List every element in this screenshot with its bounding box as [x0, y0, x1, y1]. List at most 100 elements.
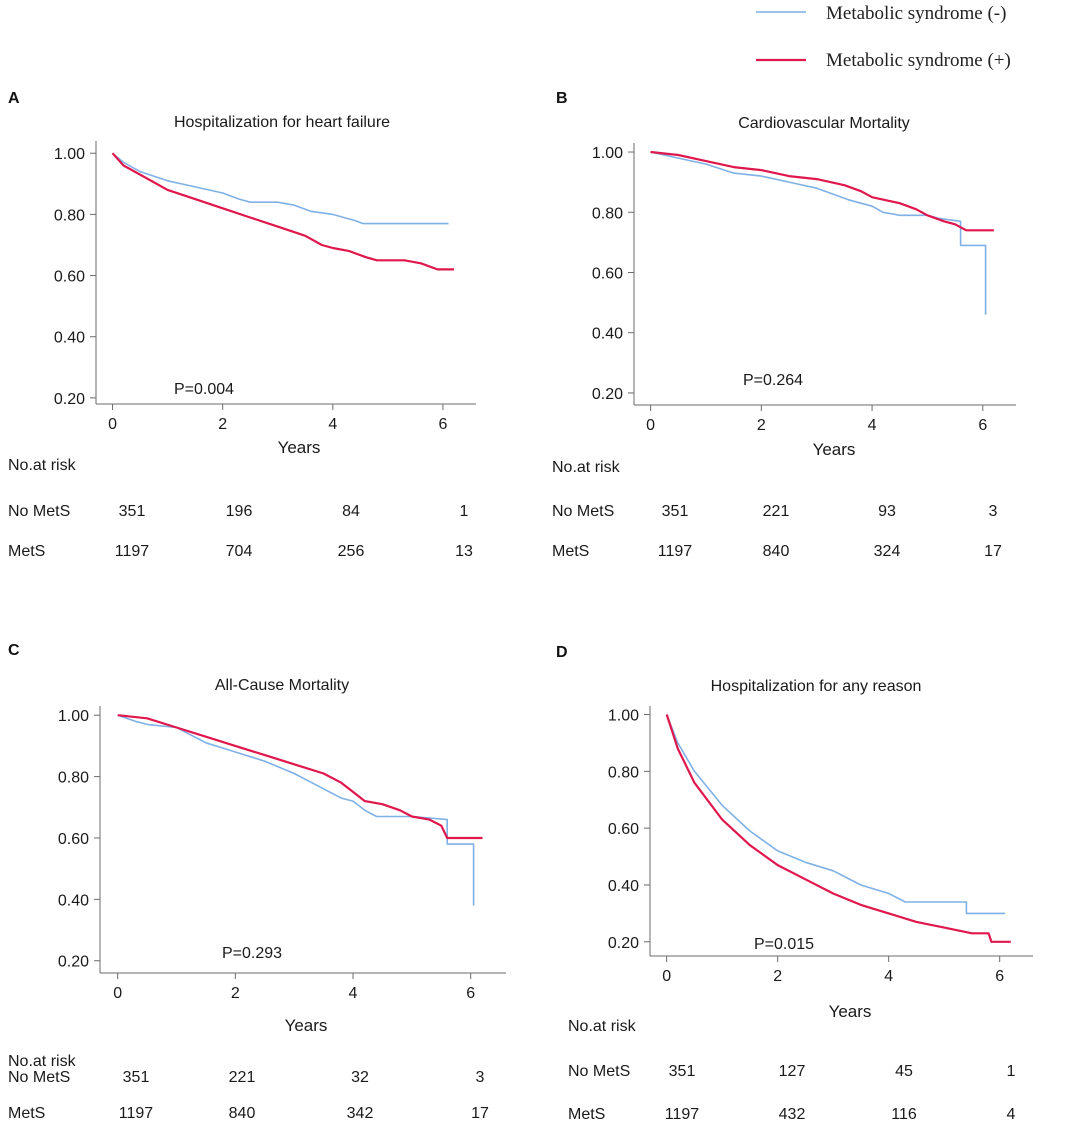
y-tick-label: 0.20 — [592, 386, 623, 403]
x-tick-label: 6 — [978, 417, 987, 434]
risk-count: 1 — [1007, 1063, 1016, 1080]
survival-curve-mets-negative — [650, 151, 987, 315]
p-value-label: P=0.004 — [174, 381, 234, 398]
survival-curve-mets-negative — [665, 714, 1006, 915]
legend-label-metabolic-syndrome-negative: Metabolic syndrome (-) — [826, 3, 1006, 24]
risk-count: 351 — [123, 1069, 150, 1086]
y-tick-label: 1.00 — [58, 708, 89, 725]
x-axis-label: Years — [285, 1016, 328, 1035]
y-tick-label: 1.00 — [54, 146, 85, 163]
x-tick-label: 4 — [349, 985, 358, 1002]
risk-count: 256 — [338, 543, 365, 560]
y-tick-label: 0.40 — [58, 892, 89, 909]
risk-count: 93 — [878, 503, 896, 520]
x-axis-label: Years — [813, 440, 856, 459]
risk-count: 351 — [662, 503, 689, 520]
risk-count: 196 — [226, 503, 253, 520]
risk-row-label: No MetS — [8, 1069, 70, 1086]
risk-count: 704 — [226, 543, 253, 560]
x-axis-label: Years — [829, 1002, 872, 1021]
panel-letter: A — [8, 90, 20, 107]
risk-count: 127 — [779, 1063, 806, 1080]
risk-count: 3 — [989, 503, 998, 520]
survival-curve-mets-negative — [111, 152, 449, 225]
survival-curve-mets-positive — [111, 152, 454, 271]
y-tick-label: 0.60 — [592, 265, 623, 282]
y-tick-label: 0.60 — [608, 821, 639, 838]
risk-count: 351 — [119, 503, 146, 520]
y-tick-label: 0.40 — [608, 878, 639, 895]
x-tick-label: 0 — [662, 968, 671, 985]
x-tick-label: 0 — [113, 985, 122, 1002]
y-tick-label: 0.80 — [58, 770, 89, 787]
y-tick-label: 0.40 — [592, 326, 623, 343]
risk-row-label: MetS — [8, 1105, 45, 1122]
chart-title: Hospitalization for heart failure — [174, 114, 390, 131]
x-tick-label: 4 — [328, 416, 337, 433]
panel-d: D Hospitalization for any reason 1.00 0.80 0… — [556, 644, 1033, 1123]
y-tick-label: 0.60 — [58, 831, 89, 848]
risk-count: 4 — [1007, 1106, 1016, 1123]
risk-count: 32 — [351, 1069, 369, 1086]
risk-table-header: No.at risk — [8, 457, 77, 474]
survival-curve-mets-positive — [117, 714, 483, 840]
x-tick-label: 2 — [773, 968, 782, 985]
panel-letter: D — [556, 644, 568, 661]
risk-count: 221 — [229, 1069, 256, 1086]
legend: Metabolic syndrome (-) Metabolic syndrom… — [756, 3, 1011, 71]
x-tick-label: 2 — [231, 985, 240, 1002]
risk-table-header: No.at risk — [8, 1053, 77, 1070]
risk-count: 1197 — [119, 1105, 154, 1122]
y-tick-label: 1.00 — [608, 708, 639, 725]
y-tick-label: 0.80 — [54, 207, 85, 224]
chart-title: Cardiovascular Mortality — [738, 115, 910, 132]
x-tick-label: 4 — [884, 968, 893, 985]
risk-row-label: No MetS — [8, 503, 70, 520]
p-value-label: P=0.264 — [743, 372, 803, 389]
x-tick-label: 6 — [995, 968, 1004, 985]
risk-count: 1 — [460, 503, 469, 520]
risk-count: 840 — [229, 1105, 256, 1122]
legend-label-metabolic-syndrome-positive: Metabolic syndrome (+) — [826, 50, 1011, 71]
x-tick-label: 0 — [646, 417, 655, 434]
risk-count: 45 — [895, 1063, 913, 1080]
panel-c: C All-Cause Mortality 1.00 0.80 0.60 0.40 0.20… — [8, 642, 506, 1122]
y-tick-label: 0.40 — [54, 330, 85, 347]
risk-count: 17 — [471, 1105, 489, 1122]
risk-row-label: MetS — [8, 543, 45, 560]
risk-count: 1197 — [658, 543, 693, 560]
panel-b: B Cardiovascular Mortality 1.00 0.80 0.60 0.4… — [552, 90, 1016, 560]
x-tick-label: 4 — [868, 417, 877, 434]
risk-row-label: No MetS — [568, 1063, 630, 1080]
x-tick-label: 2 — [218, 416, 227, 433]
risk-count: 351 — [669, 1063, 696, 1080]
p-value-label: P=0.015 — [754, 936, 814, 953]
x-tick-label: 6 — [439, 416, 448, 433]
risk-table-header: No.at risk — [568, 1018, 637, 1035]
risk-count: 84 — [342, 503, 360, 520]
x-axis-label: Years — [278, 438, 321, 457]
risk-count: 342 — [347, 1105, 374, 1122]
risk-row-label: MetS — [568, 1106, 605, 1123]
risk-count: 432 — [779, 1106, 806, 1123]
risk-count: 324 — [874, 543, 901, 560]
y-tick-label: 0.20 — [54, 391, 85, 408]
risk-table-header: No.at risk — [552, 459, 621, 476]
x-tick-label: 2 — [757, 417, 766, 434]
survival-curve-mets-positive — [650, 150, 994, 232]
y-tick-label: 1.00 — [592, 145, 623, 162]
panels: A Hospitalization for heart failure 1.00 0.… — [8, 90, 1033, 1123]
risk-count: 1197 — [665, 1106, 700, 1123]
risk-count: 17 — [984, 543, 1002, 560]
panel-letter: C — [8, 642, 20, 659]
x-tick-label: 6 — [466, 985, 475, 1002]
chart-title: Hospitalization for any reason — [711, 678, 922, 695]
panel-letter: B — [556, 90, 568, 107]
risk-row-label: No MetS — [552, 503, 614, 520]
risk-count: 3 — [476, 1069, 485, 1086]
risk-count: 116 — [891, 1106, 917, 1123]
survival-curve-mets-positive — [665, 714, 1011, 943]
y-tick-label: 0.20 — [58, 954, 89, 971]
risk-count: 1197 — [115, 543, 150, 560]
